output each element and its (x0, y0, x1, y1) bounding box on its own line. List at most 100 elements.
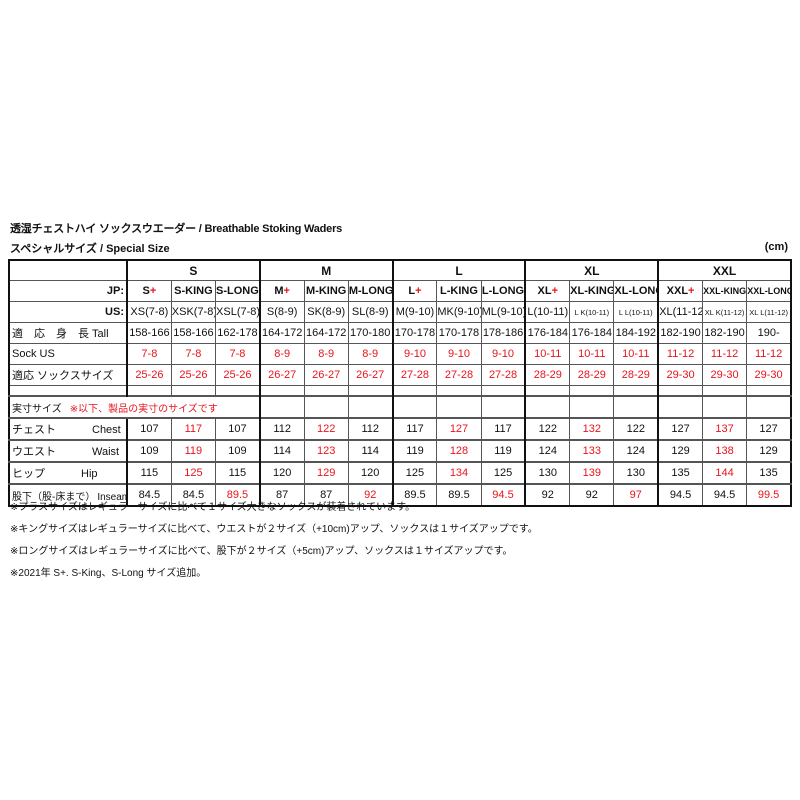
value-cell: 27-28 (391, 364, 438, 386)
note-king: ※キングサイズはレギュラーサイズに比べて、ウエストが２サイズ（+10cm)アップ… (10, 524, 538, 535)
jp-size: XL-LONG (613, 280, 659, 302)
note-plus: ※プラスサイズはレギュラーサイズに比べて１サイズ大きなソックスが装着されています… (10, 502, 416, 513)
us-size: M(9-10) (391, 301, 438, 323)
group-header: M (258, 259, 394, 281)
empty-cell (657, 395, 703, 419)
value-cell: 138 (701, 439, 748, 463)
row-label-jp: ヒップ (12, 468, 45, 480)
value-cell: 26-27 (258, 364, 305, 386)
value-cell: 123 (303, 439, 349, 463)
value-cell: 94.5 (480, 483, 526, 507)
table-row: 実寸サイズ ※以下、製品の実寸のサイズです (8, 395, 792, 419)
plus-mark: + (415, 285, 422, 297)
row-label: Sock US (8, 343, 128, 365)
us-size: ML(9-10) (480, 301, 526, 323)
us-size: L(10-11) (524, 301, 571, 323)
value-cell: 112 (258, 417, 305, 441)
notes: ※プラスサイズはレギュラーサイズに比べて１サイズ大きなソックスが装着されています… (10, 500, 538, 588)
value-cell: 11-12 (701, 343, 748, 365)
empty-cell (391, 385, 438, 397)
actual-size-note: ※以下、製品の実寸のサイズです (69, 403, 218, 415)
corner-cell (8, 259, 128, 281)
us-size: S(8-9) (258, 301, 305, 323)
jp-size: M-KING (303, 280, 349, 302)
jp-size-label: S (142, 285, 150, 297)
empty-cell (524, 385, 571, 397)
value-cell: 109 (125, 439, 172, 463)
value-cell: 10-11 (524, 343, 571, 365)
value-cell: 107 (125, 417, 172, 441)
table-row: S M L XL XXL (8, 259, 792, 281)
empty-cell (480, 385, 526, 397)
value-cell: 170-178 (436, 322, 482, 344)
plus-mark: + (149, 285, 157, 297)
group-header: XXL (657, 259, 792, 281)
note-2021: ※2021年 S+. S-King、S-Long サイズ追加。 (10, 568, 207, 579)
value-cell: 170-178 (391, 322, 438, 344)
value-cell: 92 (347, 483, 394, 507)
empty-cell (303, 395, 349, 419)
value-cell: 135 (746, 461, 792, 485)
row-label: チェスト Chest (8, 417, 128, 441)
value-cell: 29-30 (657, 364, 703, 386)
value-cell: 89.5 (436, 483, 482, 507)
row-label-en: Hip (81, 468, 98, 480)
value-cell: 120 (347, 461, 394, 485)
group-header: L (391, 259, 526, 281)
empty-cell (746, 385, 792, 397)
empty-cell (480, 395, 526, 419)
table-row: ウエスト Waist 109 119 109 114 123 114 119 128 119 124 1… (8, 439, 792, 463)
value-cell: 133 (569, 439, 615, 463)
value-cell: 27-28 (436, 364, 482, 386)
value-cell: 117 (480, 417, 526, 441)
us-size: SL(8-9) (347, 301, 394, 323)
value-cell: 120 (258, 461, 305, 485)
empty-cell (347, 395, 394, 419)
empty-cell (524, 395, 571, 419)
value-cell: 127 (657, 417, 703, 441)
jp-size: XXL-LONG (746, 280, 792, 302)
us-size: SK(8-9) (303, 301, 349, 323)
value-cell: 25-26 (215, 364, 261, 386)
us-size: MK(9-10) (436, 301, 482, 323)
value-cell: 134 (436, 461, 482, 485)
group-header: S (126, 259, 261, 281)
jp-size-label: M-KING (306, 285, 347, 297)
empty-cell (258, 385, 305, 397)
value-cell: 8-9 (258, 343, 305, 365)
value-cell: 107 (215, 417, 261, 441)
us-size: L K(10-11) (569, 301, 615, 323)
value-cell: 129 (657, 439, 703, 463)
value-cell: 122 (303, 417, 349, 441)
value-cell: 114 (347, 439, 394, 463)
us-size: XSK(7-8) (170, 301, 217, 323)
value-cell: 115 (215, 461, 261, 485)
value-cell: 119 (480, 439, 526, 463)
jp-size-label: L-LONG (481, 285, 525, 297)
value-cell: 158-166 (170, 322, 217, 344)
jp-size-label: L (408, 285, 416, 297)
jp-size: XXL-KING (701, 280, 748, 302)
value-cell: 117 (170, 417, 217, 441)
value-cell: 7-8 (125, 343, 172, 365)
jp-size-label: XL-LONG (614, 285, 657, 297)
jp-size: XL+ (524, 280, 571, 302)
jp-size: S+ (125, 280, 172, 302)
table-row: US: XS(7-8) XSK(7-8) XSL(7-8) S(8-9) SK(8-9) S… (8, 301, 792, 323)
value-cell: 10-11 (569, 343, 615, 365)
us-size: XSL(7-8) (215, 301, 261, 323)
note-long: ※ロングサイズはレギュラーサイズに比べて、股下が２サイズ（+5cm)アップ、ソッ… (10, 546, 513, 557)
value-cell: 11-12 (657, 343, 703, 365)
us-size: XS(7-8) (125, 301, 172, 323)
row-label: 股下（股-床まで） Inseam (8, 483, 128, 507)
empty-cell (258, 395, 305, 419)
empty-cell (746, 395, 792, 419)
plus-mark: + (688, 285, 695, 297)
actual-size-label: 実寸サイズ ※以下、製品の実寸のサイズです (8, 395, 261, 419)
jp-size-label: M-LONG (348, 285, 393, 297)
value-cell: 117 (391, 417, 438, 441)
value-cell: 122 (613, 417, 659, 441)
us-size: XL(11-12) (657, 301, 703, 323)
value-cell: 130 (613, 461, 659, 485)
plus-mark: + (551, 285, 559, 297)
